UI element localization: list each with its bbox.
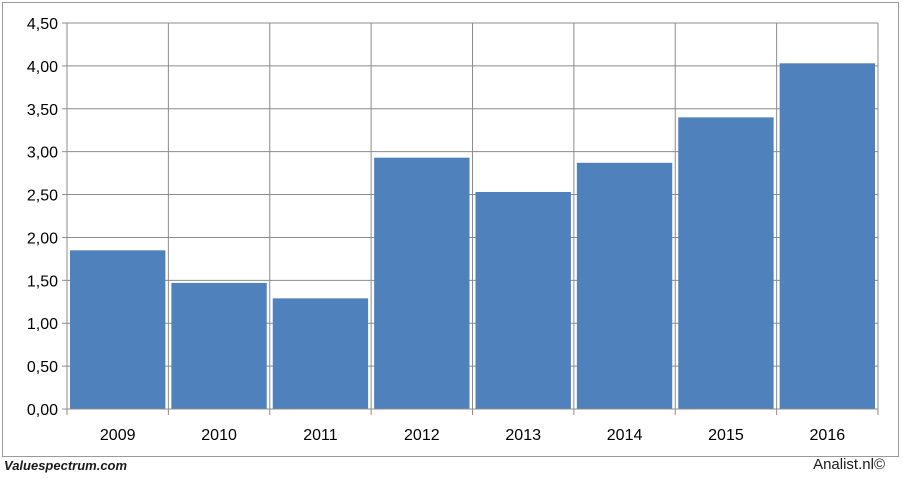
- x-tick-label: 2011: [303, 427, 338, 444]
- y-tick-label: 3,50: [27, 102, 58, 119]
- source-label: Valuespectrum.com: [4, 458, 128, 473]
- x-tick-label: 2014: [607, 427, 643, 444]
- bar-2009: [70, 250, 166, 409]
- x-tick-label: 2010: [201, 427, 237, 444]
- y-tick-label: 4,50: [27, 16, 58, 33]
- x-tick-label: 2012: [404, 427, 440, 444]
- bar-2013: [475, 191, 571, 409]
- bar-2011: [272, 298, 369, 409]
- credit-label: Analist.nl©: [813, 456, 885, 473]
- y-tick-label: 3,00: [27, 145, 58, 162]
- x-tick-label: 2015: [708, 427, 744, 444]
- y-tick-label: 2,00: [27, 230, 58, 247]
- x-tick-labels: 2009 2010 2011 2012 2013 2014 2015 2016: [100, 427, 845, 444]
- y-tick-label: 4,00: [27, 59, 58, 76]
- y-tick-label: 2,50: [27, 188, 58, 205]
- bar-2010: [171, 282, 267, 409]
- x-tick-label: 2009: [100, 427, 136, 444]
- y-tick-label: 0,50: [27, 359, 58, 376]
- bar-2014: [576, 162, 673, 409]
- x-tick-label: 2016: [810, 427, 846, 444]
- x-tick-label: 2013: [505, 427, 541, 444]
- bar-2016: [779, 63, 875, 410]
- y-tick-label: 1,50: [27, 273, 58, 290]
- bar-2015: [678, 117, 774, 409]
- bar-2012: [374, 157, 470, 409]
- axes: [62, 22, 879, 415]
- bars: [70, 63, 875, 410]
- y-tick-labels: 0,00 0,50 1,00 1,50 2,00 2,50 3,00 3,50 4,00 4,50: [27, 16, 58, 419]
- y-tick-label: 0,00: [27, 402, 58, 419]
- y-tick-label: 1,00: [27, 316, 58, 333]
